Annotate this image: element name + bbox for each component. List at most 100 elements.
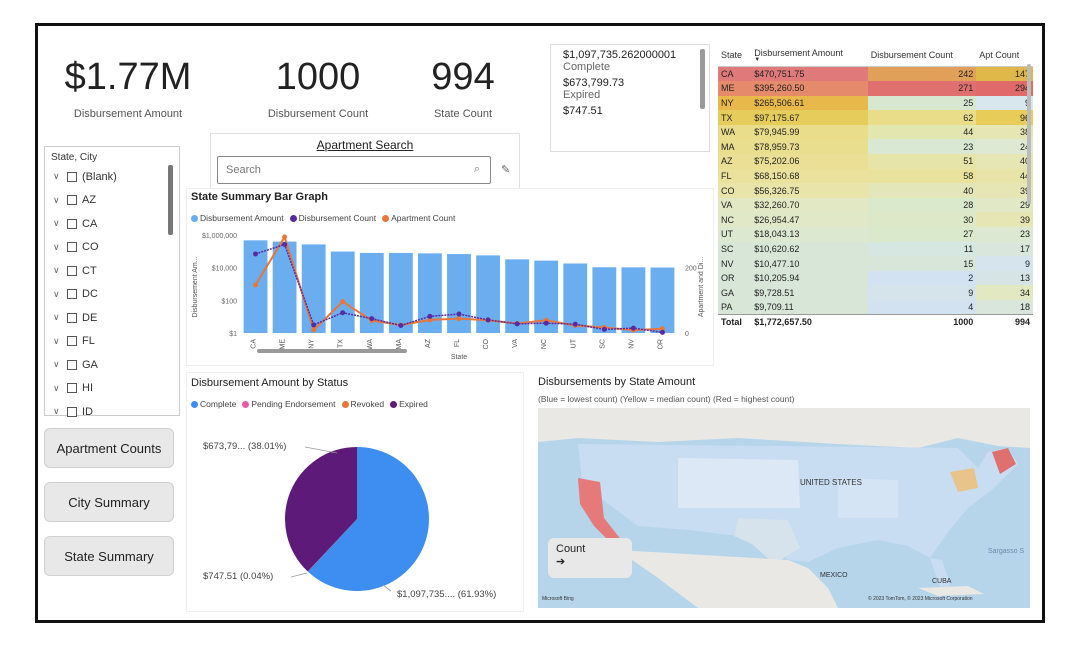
checkbox[interactable] xyxy=(67,265,77,276)
legend-item[interactable]: Pending Endorsement xyxy=(242,399,336,409)
table-cell: CA xyxy=(718,66,752,82)
x-tick-label: VA xyxy=(512,339,519,348)
legend-item[interactable]: Revoked xyxy=(341,399,384,409)
column-header-apt[interactable]: Apt Count xyxy=(976,44,1033,67)
legend-item[interactable]: Expired xyxy=(390,399,428,409)
slicer-item[interactable]: ∨ DC xyxy=(45,283,179,307)
chevron-down-icon[interactable]: ∨ xyxy=(53,171,60,182)
status-multirow-card[interactable]: $1,097,735.262000001 Complete $673,799.7… xyxy=(550,44,710,152)
checkbox[interactable] xyxy=(67,383,77,394)
column-header-amount[interactable]: Disbursement Amount ▼ xyxy=(751,44,868,67)
table-cell: 24 xyxy=(976,139,1033,155)
table-row[interactable]: MA $78,959.73 23 24 xyxy=(718,139,1033,155)
table-cell: MA xyxy=(718,139,752,155)
table-row[interactable]: VA $32,260.70 28 29 xyxy=(718,197,1033,213)
checkbox[interactable] xyxy=(67,242,77,253)
state-summary-bar-chart: State Summary Bar Graph Disbursement Amo… xyxy=(186,188,714,366)
card-scrollbar[interactable] xyxy=(700,49,705,109)
table-row[interactable]: AZ $75,202.06 51 40 xyxy=(718,154,1033,169)
table-row[interactable]: NY$265,506.61259 xyxy=(718,95,1033,111)
checkbox[interactable] xyxy=(67,359,77,370)
bar-chart-svg[interactable]: $1,000,000 $10,000 $100 $1 200 0 CA ME NY TX WA MA A… xyxy=(187,225,713,369)
total-cell: $1,772,657.50 xyxy=(751,314,868,330)
column-header-count[interactable]: Disbursement Count xyxy=(867,44,977,67)
column-header-state[interactable]: State xyxy=(718,44,752,67)
pie-chart-svg[interactable] xyxy=(187,373,525,613)
table-cell: $470,751.75 xyxy=(751,66,868,82)
table-cell: 9 xyxy=(976,95,1033,111)
table-scrollbar[interactable] xyxy=(1027,64,1031,204)
chart-scrollbar[interactable] xyxy=(257,349,407,353)
chevron-down-icon[interactable]: ∨ xyxy=(53,382,60,393)
slicer-scrollbar[interactable] xyxy=(168,165,173,235)
state-summary-button[interactable]: State Summary xyxy=(44,536,174,576)
slicer-item[interactable]: ∨ AZ xyxy=(45,189,179,213)
checkbox[interactable] xyxy=(67,336,77,347)
table-row[interactable]: FL $68,150.68 58 44 xyxy=(718,168,1033,184)
legend-item[interactable]: Disbursement Amount xyxy=(191,213,284,223)
chevron-down-icon[interactable]: ∨ xyxy=(53,312,60,323)
apartment-counts-button[interactable]: Apartment Counts xyxy=(44,428,174,468)
slicer-item[interactable]: ∨ ID xyxy=(45,400,179,424)
series-point xyxy=(659,326,665,332)
table-row[interactable]: ME $395,260.50 271 294 xyxy=(718,81,1033,96)
legend-item[interactable]: Disbursement Count xyxy=(289,213,376,223)
slicer-item[interactable]: ∨ GA xyxy=(45,353,179,377)
table-row[interactable]: CO $56,326.75 40 39 xyxy=(718,183,1033,198)
chevron-down-icon[interactable]: ∨ xyxy=(53,406,60,417)
table-row[interactable]: NC $26,954.47 30 39 xyxy=(718,212,1033,228)
checkbox[interactable] xyxy=(67,218,77,229)
slicer-item[interactable]: ∨ (Blank) xyxy=(45,165,179,189)
table-row[interactable]: OR $10,205.94 2 13 xyxy=(718,270,1033,286)
legend-item[interactable]: Apartment Count xyxy=(382,213,455,223)
table-row[interactable]: WA $79,945.99 44 38 xyxy=(718,124,1033,140)
table-row[interactable]: CA $470,751.75 242 147 xyxy=(718,66,1033,82)
leader-line xyxy=(304,446,338,454)
legend-item[interactable]: Complete xyxy=(191,399,236,409)
table-cell: 38 xyxy=(976,124,1033,140)
count-button[interactable]: Count ➔ xyxy=(548,538,632,578)
table-cell: 271 xyxy=(867,81,977,96)
series-point xyxy=(398,322,404,328)
slicer-item[interactable]: ∨ CO xyxy=(45,236,179,260)
pie-slice[interactable] xyxy=(285,447,357,572)
slicer-item[interactable]: ∨ HI xyxy=(45,377,179,401)
checkbox[interactable] xyxy=(67,289,77,300)
chevron-down-icon[interactable]: ∨ xyxy=(53,335,60,346)
checkbox[interactable] xyxy=(67,171,77,182)
eraser-icon[interactable]: ✎ xyxy=(501,164,511,176)
table-row[interactable]: SC $10,620.62 11 17 xyxy=(718,241,1033,257)
table-row[interactable]: UT $18,043.13 27 23 xyxy=(718,227,1033,242)
total-cell: 994 xyxy=(976,314,1033,330)
apartment-search-input[interactable]: Search ⌕ xyxy=(217,156,491,184)
chevron-down-icon[interactable]: ∨ xyxy=(53,359,60,370)
city-summary-button[interactable]: City Summary xyxy=(44,482,174,522)
chevron-down-icon[interactable]: ∨ xyxy=(53,194,60,205)
series-point xyxy=(456,311,462,317)
table-row[interactable]: TX $97,175.67 62 96 xyxy=(718,110,1033,125)
table-row[interactable]: GA $9,728.51 9 34 xyxy=(718,285,1033,300)
slicer-item[interactable]: ∨ CT xyxy=(45,259,179,283)
x-tick-label: CA xyxy=(251,339,258,349)
chevron-down-icon[interactable]: ∨ xyxy=(53,265,60,276)
table-row[interactable]: PA $9,709.11 4 18 xyxy=(718,300,1033,315)
status-value: $673,799.73 xyxy=(563,77,625,89)
chevron-down-icon[interactable]: ∨ xyxy=(53,218,60,229)
search-icon[interactable]: ⌕ xyxy=(473,163,480,175)
map-attribution: © 2023 TomTom, © 2023 Microsoft Corporat… xyxy=(868,596,973,602)
filled-map[interactable]: UNITED STATES MEXICO CUBA Sargasso S © 2… xyxy=(538,408,1030,608)
slicer-item[interactable]: ∨ DE xyxy=(45,306,179,330)
pie-slice[interactable] xyxy=(307,519,357,572)
table-row[interactable]: NV $10,477.10 15 9 xyxy=(718,256,1033,271)
checkbox[interactable] xyxy=(67,312,77,323)
slicer-item[interactable]: ∨ CA xyxy=(45,212,179,236)
pie-label-revoked: $747.51 (0.04%) xyxy=(203,571,274,582)
table-cell: 9 xyxy=(976,256,1033,271)
checkbox[interactable] xyxy=(67,195,77,206)
state-map-panel: Disbursements by State Amount (Blue = lo… xyxy=(534,372,1034,612)
chevron-down-icon[interactable]: ∨ xyxy=(53,241,60,252)
checkbox[interactable] xyxy=(67,406,77,417)
chevron-down-icon[interactable]: ∨ xyxy=(53,288,60,299)
slicer-item[interactable]: ∨ FL xyxy=(45,330,179,354)
pie-slice[interactable] xyxy=(307,447,429,591)
